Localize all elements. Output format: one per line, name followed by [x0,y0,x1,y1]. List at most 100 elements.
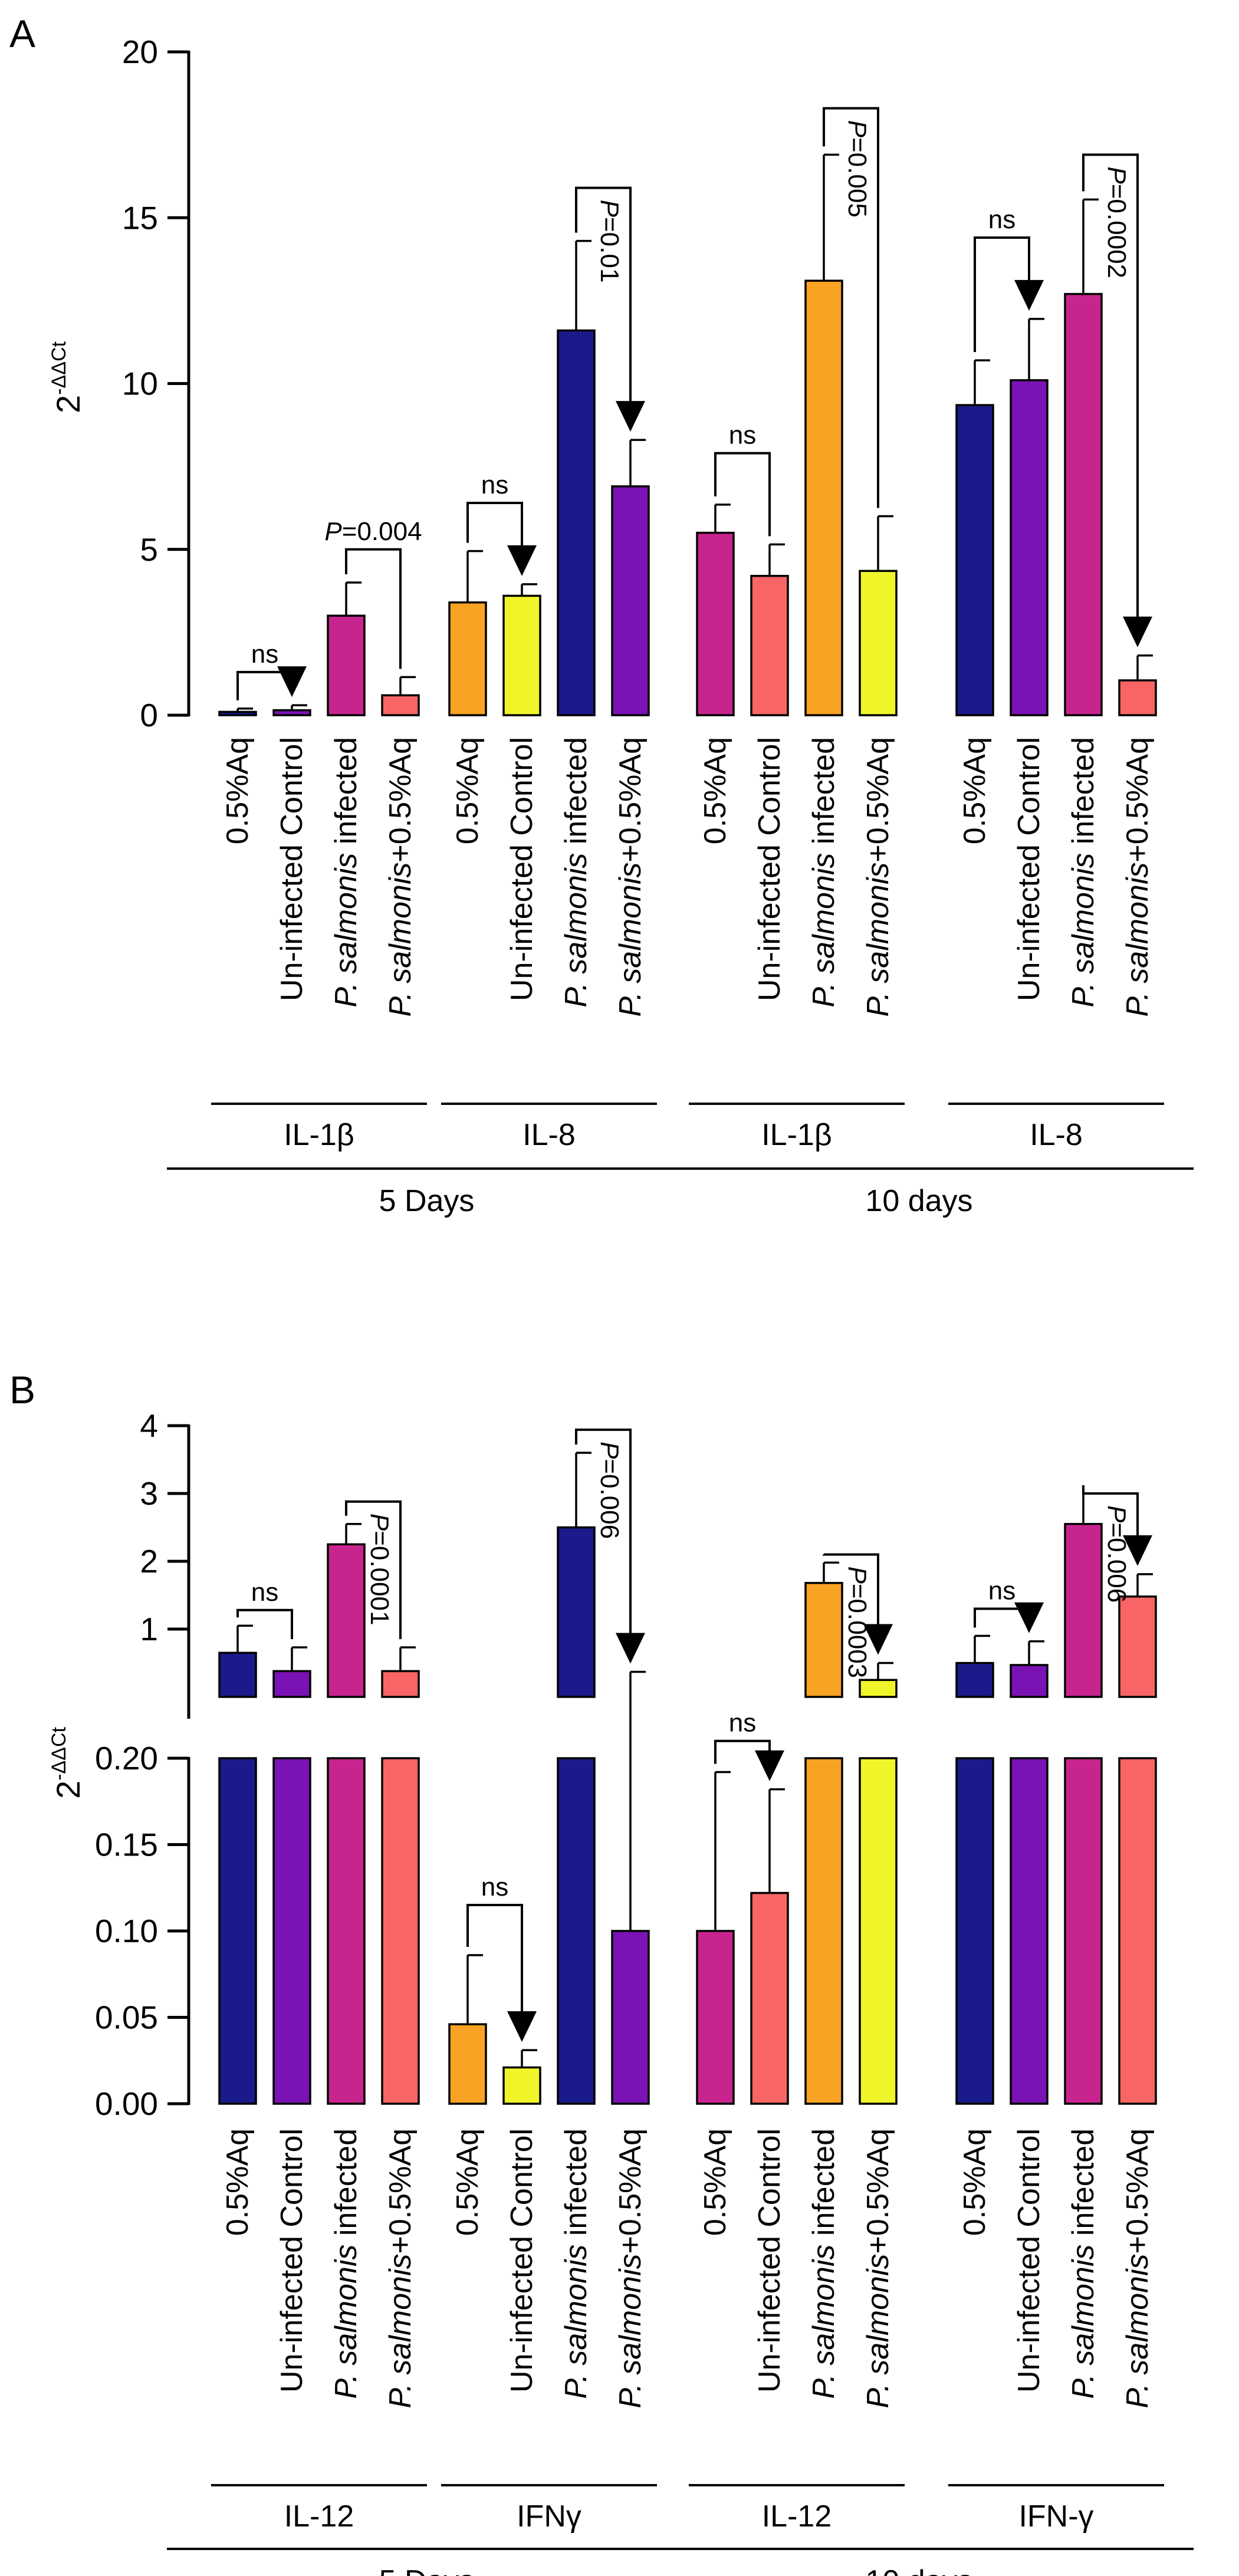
bar [696,531,735,716]
arrow-head [507,2011,537,2042]
category-label: 0.5%Aq [698,2128,732,2236]
category-label: Un-infected Control [752,737,787,1001]
bracket-line [1082,153,1139,618]
bar-upper-segment [859,1679,898,1698]
significance-label: ns [729,421,756,450]
category-label: P. salmonis+0.5%Aq [383,2128,418,2409]
category-label: Un-infected Control [505,737,539,1001]
comparison-bracket: P=0.0001 [345,1500,402,1640]
group-label: IL-1β [761,1118,832,1152]
bar-lower-segment [804,1757,843,2105]
bar-lower-segment [557,1757,596,2105]
bar-upper-segment [1010,1664,1049,1698]
panel-b: B 2-ΔΔCt 1 2 3 4 0.00 0.05 0.10 0.15 0.20 0.5%Aq Un-… [9,1368,1194,2576]
significance-label: P=0.0001 [365,1514,394,1626]
comparison-bracket: ns [466,471,537,576]
significance-label: P=0.005 [843,120,872,218]
bracket-line [345,1500,402,1640]
bar [955,404,994,716]
category-label: P. salmonis+0.5%Aq [1120,2128,1155,2409]
category-label: P. salmonis infected [807,737,841,1008]
panel-label: B [9,1368,35,1412]
y-axis-title: 2-ΔΔCt [48,1726,87,1798]
bar [804,279,843,716]
comparison-bracket: ns [714,421,771,537]
bracket-line [466,1904,523,2013]
arrow-head [616,401,645,432]
bar-upper-segment [272,1670,311,1698]
arrow-head [1123,616,1152,647]
bar-upper-segment [218,1651,257,1698]
y-tick-label: 0.00 [95,2085,158,2122]
arrow-head [1014,279,1044,311]
bar [859,570,898,716]
category-label: P. salmonis infected [807,2128,841,2399]
category-label: Un-infected Control [752,2128,787,2393]
category-label: P. salmonis+0.5%Aq [1120,737,1155,1017]
comparison-bracket: ns [974,205,1044,353]
bar [611,485,650,716]
significance-label: P=0.01 [595,200,624,283]
category-label: Un-infected Control [275,737,309,1001]
y-tick-label: 15 [122,199,158,236]
group-label: IL-12 [762,2499,832,2534]
group-label: IL-8 [522,1118,576,1152]
bar [1118,679,1157,716]
comparison-bracket: P=0.0003 [823,1553,893,1679]
significance-label: P=0.006 [595,1442,624,1539]
bar-upper-segment [381,1670,420,1698]
bar-upper-segment [804,1582,843,1698]
bar [381,694,420,716]
bar-lower-segment [272,1757,311,2105]
panel-label: A [9,12,35,55]
bracket-line [236,1608,293,1640]
significance-label: P=0.0003 [843,1567,872,1679]
bar [1064,292,1103,716]
category-label: 0.5%Aq [221,2128,255,2236]
bar-upper-segment [327,1543,366,1698]
comparison-bracket: ns [974,1577,1044,1633]
significance-label: ns [481,471,508,499]
bracket-line [1082,1485,1139,1537]
category-label: P. salmonis+0.5%Aq [861,2128,895,2409]
bar-lower-segment [327,1757,366,2105]
bracket-line [823,107,879,508]
group-label: IL-8 [1030,1118,1083,1152]
bracket-line [575,186,632,403]
arrow-head [1014,1602,1044,1633]
comparison-bracket: ns [236,1578,293,1640]
bracket-line [974,236,1030,353]
bar-lower-segment [955,1757,994,2105]
arrow-head [616,1633,645,1664]
comparison-bracket: P=0.006 [575,1428,645,1664]
y-axis-title: 2-ΔΔCt [48,341,87,413]
comparison-bracket: P=0.004 [324,517,422,669]
bracket-line [466,502,523,547]
category-label: P. salmonis+0.5%Aq [613,2128,648,2409]
y-tick-label: 2 [140,1543,158,1580]
category-label: 0.5%Aq [698,737,732,844]
category-label: P. salmonis infected [1066,737,1100,1008]
category-label: P. salmonis+0.5%Aq [613,737,648,1017]
significance-label: ns [251,640,278,669]
category-label: P. salmonis infected [1066,2128,1100,2399]
panel-a: A 2-ΔΔCt 0 5 10 15 20 0.5%Aq Un-infected Control… [9,12,1194,1218]
y-tick-label: 0.05 [95,1999,158,2036]
y-tick-label: 5 [140,531,158,568]
significance-label: P=0.004 [324,517,422,546]
bracket-line [714,1739,771,1764]
y-tick-label: 0 [140,697,158,733]
group-label: IFN-γ [1018,2499,1093,2534]
comparison-bracket: P=0.006 [1082,1485,1152,1603]
significance-label: P=0.0002 [1102,166,1131,278]
bar-upper-segment [1064,1523,1103,1698]
time-group-label: 5 Days [379,1184,475,1218]
category-label: 0.5%Aq [958,737,992,844]
bar [502,2066,541,2105]
category-label: Un-infected Control [1012,737,1046,1001]
comparison-bracket: P=0.0002 [1082,153,1152,647]
bar [448,601,487,716]
category-label: P. salmonis infected [559,2128,593,2399]
category-label: P. salmonis+0.5%Aq [383,737,418,1017]
